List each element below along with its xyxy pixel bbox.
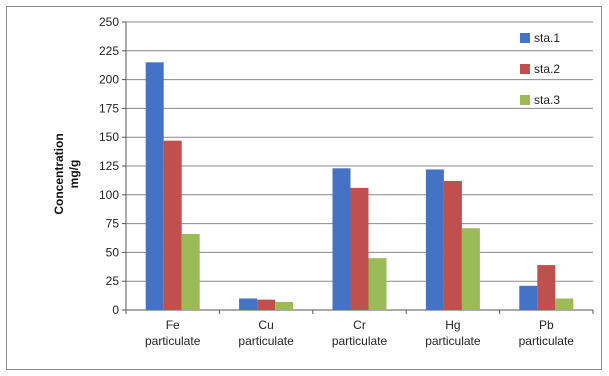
legend-swatch-sta1 [520, 33, 530, 43]
y-tick-label: 175 [99, 101, 119, 115]
x-tick-label: particulate [519, 334, 575, 348]
y-axis-label-line2: mg/g [67, 160, 81, 189]
y-tick-labels: 0 25 50 75 100 125 150 175 200 225 250 [99, 15, 119, 317]
x-tick-label: Hg [445, 318, 460, 332]
x-tick-label: particulate [332, 334, 388, 348]
bars [145, 62, 574, 310]
x-tick-label: Cr [353, 318, 366, 332]
bar-sta2-cr [350, 187, 369, 310]
y-tick-label: 0 [112, 303, 119, 317]
bar-sta3-cu [275, 301, 294, 310]
bar-sta1-cr [332, 168, 351, 310]
x-tick-label: particulate [425, 334, 481, 348]
bar-sta2-pb [537, 265, 556, 310]
legend-label-sta2: sta.2 [534, 62, 560, 76]
bar-sta3-fe [181, 233, 200, 310]
x-tick-label: particulate [238, 334, 294, 348]
y-tick-label: 100 [99, 188, 119, 202]
bar-sta3-pb [555, 298, 574, 310]
bar-sta3-hg [461, 228, 480, 310]
x-tick-labels: Fe particulate Cu particulate Cr particulate H… [125, 310, 594, 348]
x-tick-label: Fe [166, 318, 180, 332]
bar-sta2-fe [163, 140, 182, 310]
bar-sta2-cu [257, 299, 276, 310]
x-tick-label: particulate [145, 334, 201, 348]
y-tick-label: 75 [106, 217, 120, 231]
x-tick-label: Pb [539, 318, 554, 332]
y-tick-label: 200 [99, 73, 119, 87]
y-tick-label: 150 [99, 130, 119, 144]
x-tick-label: Cu [258, 318, 273, 332]
bar-sta1-cu [239, 298, 258, 310]
chart-frame [6, 6, 602, 370]
y-axis-label: Concentration mg/g [52, 133, 81, 214]
y-tick-label: 125 [99, 159, 119, 173]
bar-sta3-cr [368, 258, 387, 310]
y-tick-label: 25 [106, 274, 120, 288]
bar-sta2-hg [443, 180, 462, 310]
legend-label-sta3: sta.3 [534, 93, 560, 107]
legend-swatch-sta3 [520, 95, 530, 105]
legend-label-sta1: sta.1 [534, 31, 560, 45]
gridlines [122, 21, 593, 311]
bar-sta1-pb [519, 285, 538, 310]
y-tick-label: 50 [106, 245, 120, 259]
bar-sta1-hg [425, 169, 444, 310]
y-tick-label: 250 [99, 15, 119, 29]
y-tick-label: 225 [99, 44, 119, 58]
legend-swatch-sta2 [520, 64, 530, 74]
bar-sta1-fe [145, 62, 164, 310]
y-axis-label-line1: Concentration [52, 133, 66, 214]
legend: sta.1 sta.2 sta.3 [520, 31, 560, 107]
